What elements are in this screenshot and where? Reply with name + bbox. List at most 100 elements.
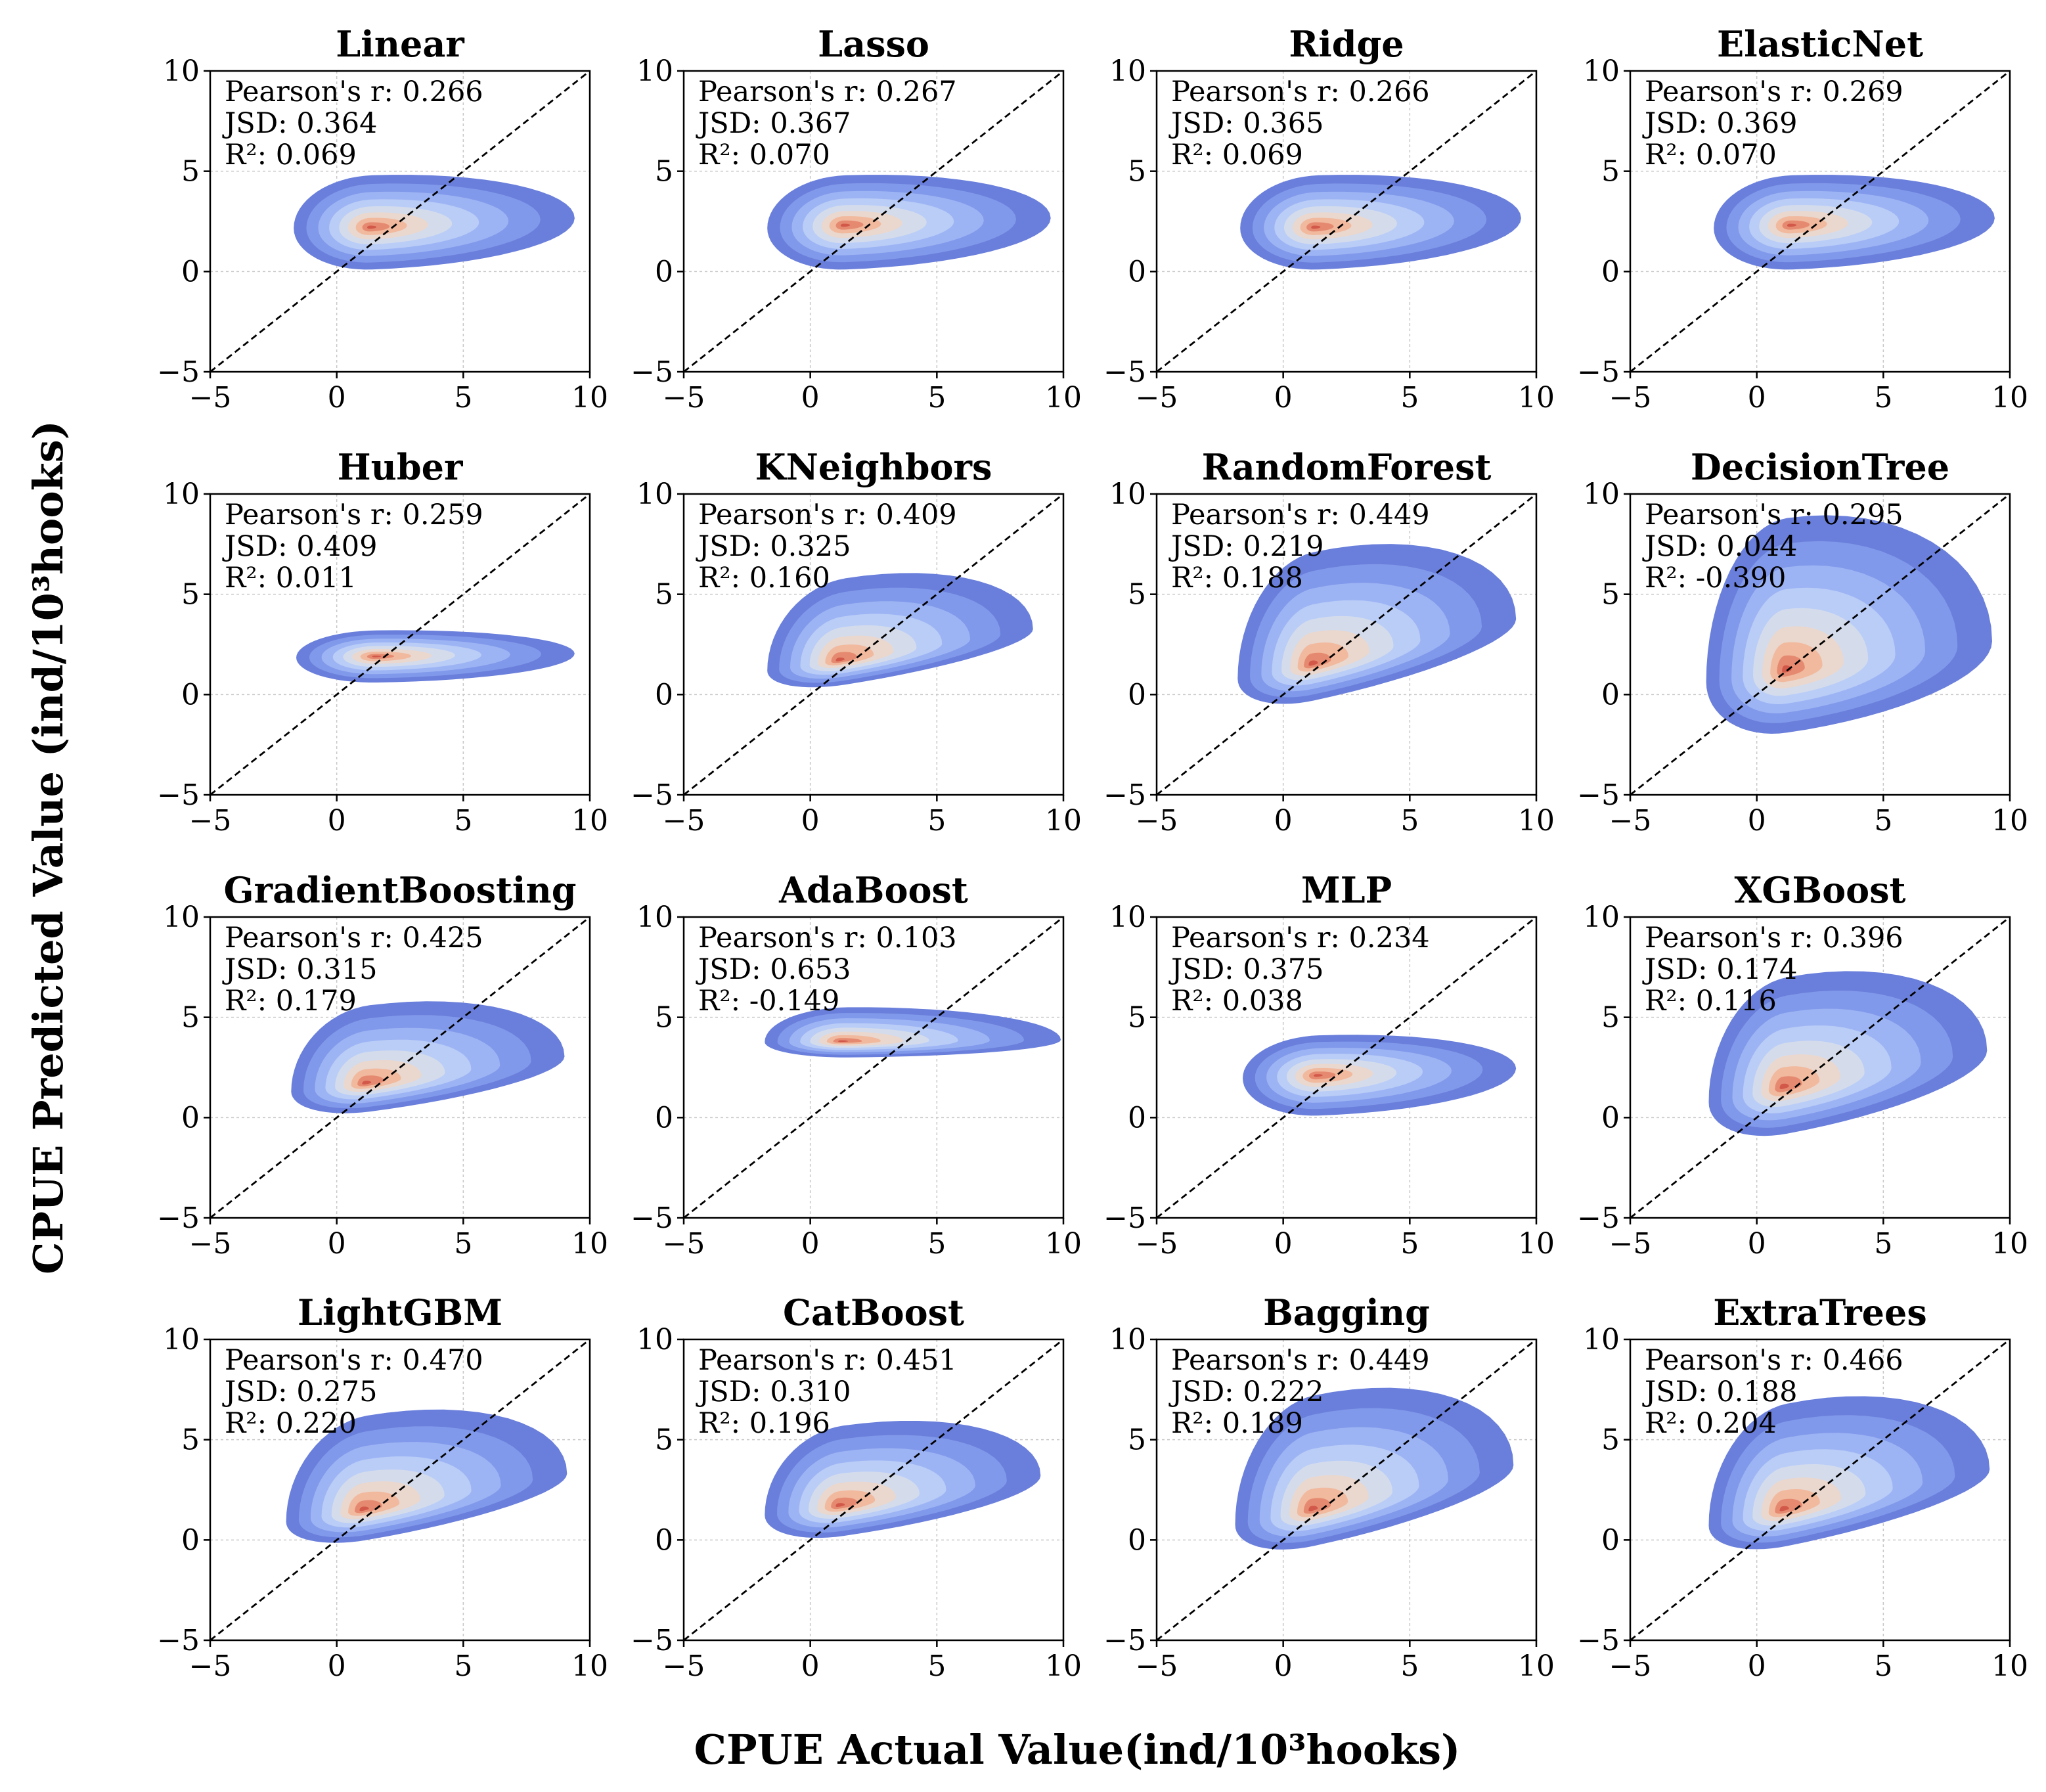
x-tick-label: 0 xyxy=(328,381,346,414)
pearson-r-text: Pearson's r: 0.425 xyxy=(225,922,483,954)
x-tick-label: 10 xyxy=(571,1649,608,1683)
identity-line xyxy=(1630,493,2011,796)
kde-level-9 xyxy=(1779,1083,1789,1089)
y-tick-label: −5 xyxy=(631,355,673,389)
x-tick-label: −5 xyxy=(189,1227,232,1261)
pearson-r-text: Pearson's r: 0.266 xyxy=(1171,76,1430,108)
identity-line xyxy=(1630,70,2011,373)
r-squared-text: R²: 0.179 xyxy=(225,985,357,1018)
x-tick-label: 0 xyxy=(801,1227,820,1261)
kde-level-9 xyxy=(838,1040,848,1042)
y-tick-label: −5 xyxy=(631,1624,673,1657)
y-tick-label: 10 xyxy=(636,901,673,934)
r-squared-text: R²: 0.188 xyxy=(1171,562,1303,594)
kde-level-9 xyxy=(1779,1506,1789,1512)
y-tick-label: 5 xyxy=(655,578,673,612)
panel: −5 0 5 10 −5 0 5 10 GradientBoosting Pearson's r:… xyxy=(157,869,608,1261)
axes-frame xyxy=(682,493,1065,796)
panel: −5 0 5 10 −5 0 5 10 DecisionTree Pearson's r: 0.2… xyxy=(1577,446,2028,838)
panel-title: GradientBoosting xyxy=(224,869,577,911)
r-squared-text: R²: -0.149 xyxy=(698,985,839,1018)
axes-frame xyxy=(1629,1338,2011,1642)
jsd-text: JSD: 0.409 xyxy=(222,530,377,563)
x-tick-label: −5 xyxy=(663,381,705,414)
x-tick-label: −5 xyxy=(663,1227,705,1261)
r-squared-text: R²: 0.070 xyxy=(698,139,830,171)
r-squared-text: R²: 0.160 xyxy=(698,562,830,594)
panel-title: XGBoost xyxy=(1734,869,1905,911)
jsd-text: JSD: 0.188 xyxy=(1642,1376,1797,1408)
y-tick-label: 5 xyxy=(1601,578,1620,612)
jsd-text: JSD: 0.367 xyxy=(696,107,851,140)
y-tick-label: 5 xyxy=(1128,1001,1146,1035)
y-tick-label: 10 xyxy=(1583,478,1620,511)
y-tick-label: 0 xyxy=(655,1101,673,1134)
x-tick-label: 5 xyxy=(454,1227,472,1261)
x-tick-label: 10 xyxy=(571,381,608,414)
panel-title: MLP xyxy=(1301,869,1392,911)
x-tick-label: 5 xyxy=(927,804,946,838)
x-tick-label: −5 xyxy=(1609,804,1652,838)
jsd-text: JSD: 0.174 xyxy=(1642,953,1797,986)
y-tick-label: 10 xyxy=(1583,1323,1620,1356)
y-tick-label: 0 xyxy=(1128,678,1146,711)
jsd-text: JSD: 0.369 xyxy=(1642,107,1797,140)
pearson-r-text: Pearson's r: 0.449 xyxy=(1171,499,1430,531)
y-tick-label: 5 xyxy=(181,578,200,612)
x-tick-label: 5 xyxy=(927,1227,946,1261)
kde-density xyxy=(765,1421,1041,1538)
identity-line xyxy=(1156,493,1537,796)
identity-line xyxy=(683,916,1064,1219)
x-tick-label: 0 xyxy=(1748,804,1766,838)
y-tick-label: −5 xyxy=(631,1201,673,1235)
axes-frame xyxy=(1155,493,1538,796)
panel-title: Linear xyxy=(336,23,464,65)
y-tick-label: 5 xyxy=(1128,155,1146,189)
y-tick-label: 0 xyxy=(1601,1523,1620,1557)
kde-density xyxy=(1708,971,1988,1136)
identity-line xyxy=(1156,1338,1537,1642)
panel-title: Huber xyxy=(338,446,463,488)
x-tick-label: 0 xyxy=(801,1649,820,1683)
x-tick-label: 0 xyxy=(801,804,820,838)
y-tick-label: 5 xyxy=(181,1001,200,1035)
jsd-text: JSD: 0.310 xyxy=(696,1376,851,1408)
identity-line xyxy=(210,1338,590,1642)
pearson-r-text: Pearson's r: 0.449 xyxy=(1171,1344,1430,1377)
kde-level-9 xyxy=(1787,223,1797,227)
x-tick-label: 5 xyxy=(1874,1649,1892,1683)
pearson-r-text: Pearson's r: 0.259 xyxy=(225,499,483,531)
x-tick-label: 0 xyxy=(1274,1227,1293,1261)
x-tick-label: −5 xyxy=(1136,1649,1178,1683)
y-tick-label: 0 xyxy=(655,678,673,711)
pearson-r-text: Pearson's r: 0.451 xyxy=(698,1344,957,1377)
pearson-r-text: Pearson's r: 0.269 xyxy=(1645,76,1903,108)
panel-title: ElasticNet xyxy=(1717,23,1923,65)
x-tick-label: 0 xyxy=(328,1649,346,1683)
jsd-text: JSD: 0.222 xyxy=(1168,1376,1323,1408)
panel-title: LightGBM xyxy=(298,1291,502,1333)
x-tick-label: −5 xyxy=(663,804,705,838)
x-tick-label: 0 xyxy=(1748,381,1766,414)
panel-title: RandomForest xyxy=(1202,446,1492,488)
x-tick-label: −5 xyxy=(189,804,232,838)
r-squared-text: R²: 0.070 xyxy=(1645,139,1777,171)
panel: −5 0 5 10 −5 0 5 10 XGBoost Pearson's r: 0.396JSD… xyxy=(1577,869,2028,1261)
y-tick-label: 10 xyxy=(163,1323,200,1356)
y-tick-label: 5 xyxy=(655,155,673,189)
kde-level-9 xyxy=(372,656,382,658)
panel-title: Lasso xyxy=(818,23,929,65)
kde-level-9 xyxy=(1308,1506,1318,1512)
x-tick-label: −5 xyxy=(1136,804,1178,838)
r-squared-text: R²: 0.220 xyxy=(225,1407,357,1440)
y-tick-label: 10 xyxy=(636,478,673,511)
x-tick-label: −5 xyxy=(663,1649,705,1683)
x-tick-label: 10 xyxy=(1045,1649,1082,1683)
x-tick-label: 0 xyxy=(1274,804,1293,838)
y-tick-label: −5 xyxy=(1577,355,1620,389)
y-tick-label: 0 xyxy=(1601,1101,1620,1134)
kde-density xyxy=(296,630,575,683)
y-tick-label: −5 xyxy=(631,778,673,812)
panel-title: AdaBoost xyxy=(778,869,968,911)
axes-frame xyxy=(1629,916,2011,1219)
